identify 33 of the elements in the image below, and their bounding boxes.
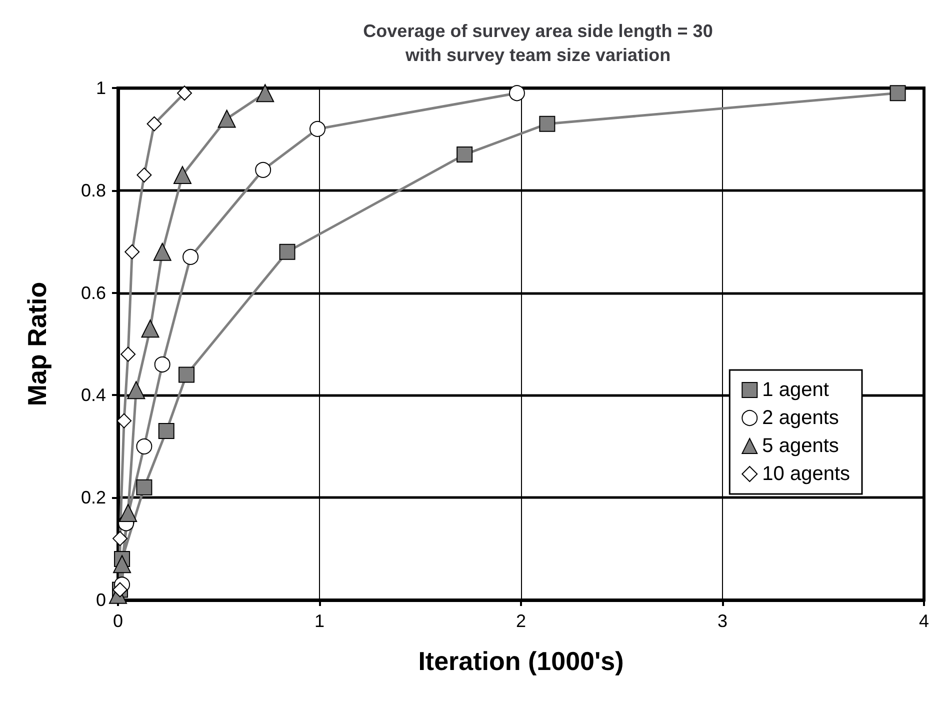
legend-label: 1 agent — [762, 379, 830, 401]
point — [136, 479, 152, 496]
point — [456, 146, 473, 163]
point — [218, 110, 236, 128]
x-tick-label: 4 — [918, 611, 929, 631]
legend-label: 10 agents — [762, 463, 850, 485]
point — [279, 244, 296, 260]
legend-label: 5 agents — [762, 435, 839, 457]
point — [178, 366, 195, 383]
y-tick-label: 0.2 — [80, 488, 106, 508]
x-tick-label: 1 — [314, 611, 325, 631]
point — [539, 116, 556, 132]
y-axis-title: Map Ratio — [22, 282, 52, 406]
y-tick-label: 0 — [96, 590, 106, 610]
y-tick-label: 0.4 — [80, 385, 106, 406]
chart-title: Coverage of survey area side length = 30 with survey team size variation — [363, 21, 713, 65]
point — [141, 320, 160, 338]
point — [127, 381, 146, 400]
y-tick-label: 0.6 — [80, 282, 106, 303]
y-tick-label: 0.8 — [80, 180, 106, 200]
point — [113, 555, 132, 574]
point — [119, 504, 138, 522]
point — [153, 242, 172, 261]
x-tick-label: 3 — [717, 611, 728, 631]
point — [256, 84, 274, 102]
x-tick-label: 0 — [112, 611, 124, 631]
y-tick-label: 1 — [96, 78, 106, 98]
point — [173, 166, 192, 184]
x-tick-label: 2 — [516, 611, 526, 631]
x-axis-title: Iteration (1000's) — [418, 646, 624, 676]
legend-label: 2 agents — [762, 407, 839, 429]
point — [890, 85, 906, 102]
point — [158, 423, 174, 440]
